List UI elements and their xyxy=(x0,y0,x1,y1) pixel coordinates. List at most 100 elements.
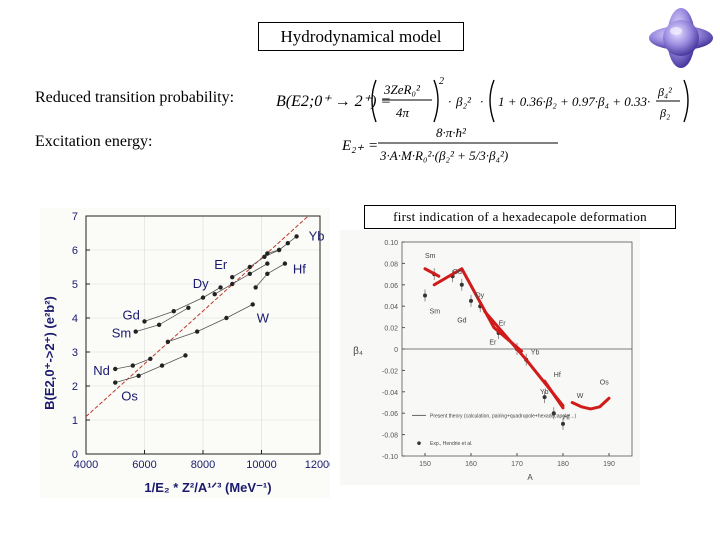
eq-b-bracket: 1 + 0.36·β₂ + 0.97·β₄ + 0.33· xyxy=(498,94,650,109)
data-point xyxy=(186,305,191,310)
data-point xyxy=(459,282,464,287)
y-tick-label: 6 xyxy=(72,245,78,257)
hexadecapole-note: first indication of a hexadecapole defor… xyxy=(364,205,676,229)
y-tick-label: 0.04 xyxy=(384,304,398,311)
eq-e-lhs: E₂₊ = xyxy=(341,138,378,154)
element-label: Yb xyxy=(540,389,549,396)
y-tick-label: 0.10 xyxy=(384,240,398,247)
y-tick-label: 4 xyxy=(72,313,78,325)
data-point xyxy=(294,234,299,239)
y-tick-label: 0.08 xyxy=(384,261,398,268)
series-line-w xyxy=(167,304,253,343)
series-label-er: Er xyxy=(214,257,228,272)
svg-text:·: · xyxy=(480,94,483,109)
be2-x-axis-label: 1/E₂ * Z²/A¹ᐟ³ (MeV⁻¹) xyxy=(144,480,271,495)
y-tick-label: 0 xyxy=(394,347,398,354)
y-tick-label: 3 xyxy=(72,347,78,359)
data-point xyxy=(165,339,171,344)
data-point xyxy=(200,295,206,300)
data-point xyxy=(230,281,235,287)
legend-entry-theory: Present theory (calculation, pairing+qua… xyxy=(430,413,577,419)
series-line-yb xyxy=(267,236,297,254)
data-point xyxy=(247,271,252,276)
element-label: Sm xyxy=(425,253,436,260)
x-tick-label: 8000 xyxy=(191,459,215,471)
be2-systematics-chart: Nd Sm Gd Dy Er Yb Hf W Os 4000 6000 8000 10000 1200 0… xyxy=(40,208,330,498)
data-point xyxy=(148,356,153,361)
element-label: Er xyxy=(489,340,497,347)
data-point xyxy=(265,261,270,266)
series-label-hf: Hf xyxy=(293,262,306,277)
x-tick-label: 180 xyxy=(557,461,569,468)
y-tick-label: 0.02 xyxy=(384,326,398,333)
y-tick-label: 0 xyxy=(72,449,78,461)
data-point xyxy=(265,251,270,256)
fit-line xyxy=(85,215,309,417)
beta4-x-axis-label: A xyxy=(527,473,533,482)
series-line-dy xyxy=(214,263,268,295)
y-tick-label: -0.10 xyxy=(382,454,398,461)
series-label-os: Os xyxy=(121,389,138,404)
legend-entry-experiment: Exp., Hendrie et al. xyxy=(430,441,473,447)
data-point xyxy=(130,363,135,368)
data-point xyxy=(113,380,118,385)
element-label: Os xyxy=(600,379,609,386)
highlight-hf xyxy=(543,379,565,410)
series-label-gd: Gd xyxy=(123,307,140,322)
excitation-energy-equation: E₂₊ = 8·π·ħ² 3·A·M·R₀²·(β₂² + 5/3·β₄²) xyxy=(341,125,558,163)
beta4-y-axis-label: β₄ xyxy=(353,346,363,357)
data-point xyxy=(253,285,258,290)
data-point xyxy=(113,366,118,372)
beta4-chart-ticks: 0.10 0.08 0.06 0.04 0.02 0 -0.02 -0.04 -0.06 -0.0… xyxy=(382,240,615,468)
y-tick-label: 5 xyxy=(72,279,78,291)
x-tick-label: 190 xyxy=(603,461,615,468)
x-tick-label: 160 xyxy=(465,461,477,468)
svg-text:2: 2 xyxy=(439,76,444,87)
series-line-os xyxy=(115,355,186,383)
be2-fit-line xyxy=(85,215,309,417)
data-point xyxy=(159,363,165,368)
data-point xyxy=(212,292,217,297)
eq-b-prefactor-num: 3ZeR₀² xyxy=(383,82,421,97)
highlight-w-os xyxy=(570,396,611,411)
beta4-element-labels: Sm Gd Dy Sm Gd Er Er Yb Hf Yb Hf W Os xyxy=(425,253,609,422)
series-label-nd: Nd xyxy=(93,363,110,378)
beta4-highlight-series xyxy=(423,267,611,411)
y-tick-label: 2 xyxy=(72,381,78,393)
series-label-dy: Dy xyxy=(193,276,209,291)
data-point xyxy=(224,315,229,321)
excitation-energy-label: Excitation energy: xyxy=(35,133,153,150)
data-point xyxy=(171,309,176,314)
series-label-w: W xyxy=(257,310,270,325)
data-point xyxy=(156,322,162,327)
data-point xyxy=(230,275,235,280)
y-tick-label: -0.06 xyxy=(382,411,398,418)
y-tick-label: 7 xyxy=(72,211,78,223)
data-point xyxy=(218,285,223,290)
data-point xyxy=(282,261,288,266)
element-label: Dy xyxy=(476,293,485,300)
x-tick-label: 6000 xyxy=(132,459,156,471)
data-point xyxy=(285,241,291,246)
element-label: Gd xyxy=(457,317,466,324)
data-point xyxy=(136,373,141,378)
element-label: Hf xyxy=(554,372,561,379)
element-label: Gd xyxy=(453,269,462,276)
element-label: Sm xyxy=(430,309,441,316)
x-tick-label: 150 xyxy=(419,461,431,468)
data-point xyxy=(423,293,427,298)
data-point xyxy=(262,254,267,259)
data-point xyxy=(561,421,565,426)
data-point xyxy=(142,319,147,324)
transition-probability-equation: B(E2;0⁺ → 2⁺) = 3ZeR₀² 4π 2 · β₂² · 1 + … xyxy=(276,76,689,123)
y-tick-label: 1 xyxy=(72,415,78,427)
deformed-nucleus-icon xyxy=(649,8,713,68)
eq-b-frac-num: β₄² xyxy=(657,85,672,99)
eq-e-den: 3·A·M·R₀²·(β₂² + 5/3·β₄²) xyxy=(379,148,508,163)
series-label-yb: Yb xyxy=(309,228,325,243)
y-tick-label: -0.04 xyxy=(382,390,398,397)
x-tick-label: 170 xyxy=(511,461,523,468)
eq-e-num: 8·π·ħ² xyxy=(436,125,467,140)
